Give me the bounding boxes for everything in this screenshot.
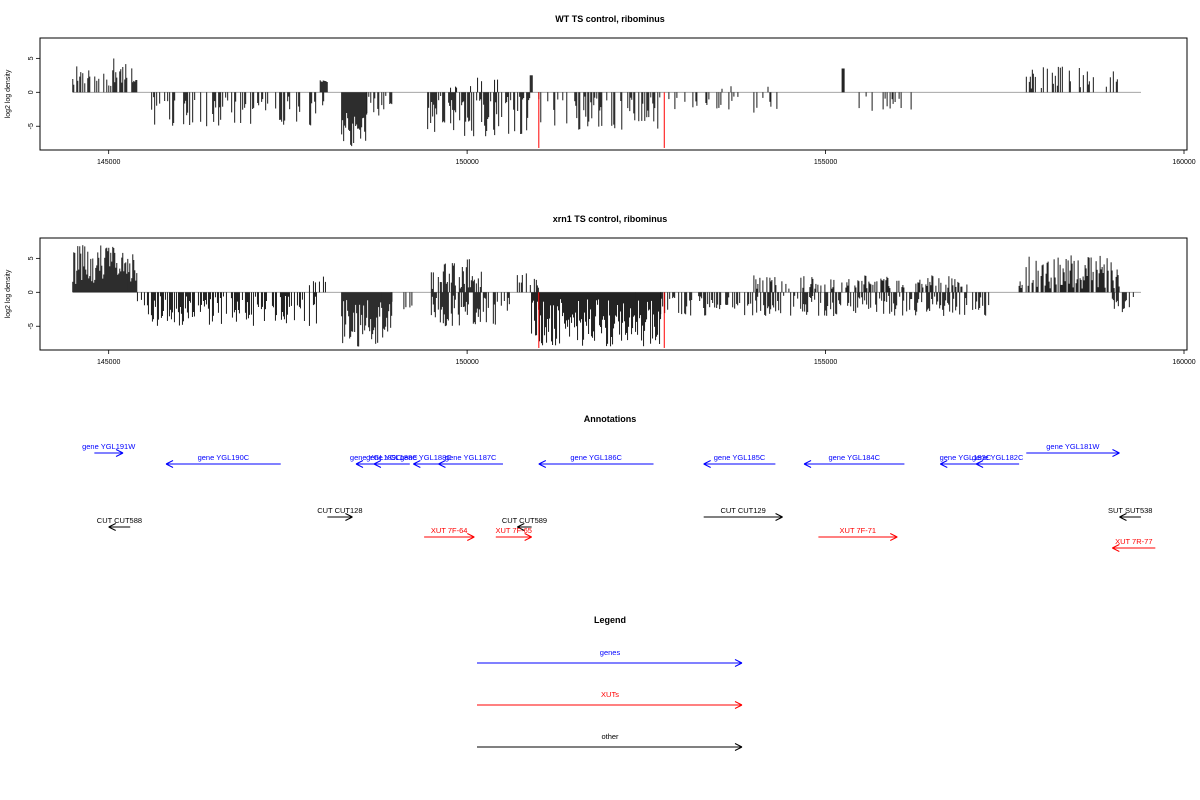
panel-xrn1-xtick-label: 155000 [814, 359, 837, 366]
panel-wt-frame [39, 37, 1188, 151]
legend-label-XUTs: XUTs [601, 690, 619, 699]
panel-wt-xtick-label: 145000 [97, 159, 120, 166]
annotation-arrow-other [703, 513, 783, 521]
panel-wt-title: WT TS control, ribominus [555, 14, 665, 24]
annotation-arrow-gene [373, 460, 410, 468]
annotation-label-xut: XUT 7F-64 [431, 526, 468, 535]
annotation-arrow-gene [165, 460, 281, 468]
annotation-arrow-xut [1112, 544, 1156, 552]
annotation-label-gene: gene YGL186C [570, 453, 622, 462]
annotation-arrow-gene [1026, 449, 1120, 457]
panel-wt-ylabel: log2 log density [5, 69, 12, 118]
legend: Legend genes XUTs other [477, 615, 743, 751]
annotation-arrow-other [108, 523, 131, 531]
annotation-arrow-gene [413, 460, 439, 468]
annotation-label-gene: gene YGL188C [400, 453, 452, 462]
panel-xrn1: xrn1 TS control, ribominus log2 log dens… [5, 214, 1196, 366]
panel-xrn1-frame [39, 237, 1188, 351]
annotation-label-gene: gene YGL181W [1046, 442, 1100, 451]
annotation-arrow-gene [538, 460, 654, 468]
panel-xrn1-axes: 145000 150000 155000 160000 -5 0 5 [28, 256, 1196, 366]
panel-xrn1-ylabel: log2 log density [5, 269, 12, 318]
panel-wt-xtick-label: 155000 [814, 159, 837, 166]
annotation-label-xut: XUT 7F-71 [840, 526, 877, 535]
annotation-arrow-gene [703, 460, 776, 468]
panel-xrn1-title: xrn1 TS control, ribominus [553, 214, 668, 224]
annotation-label-gene: gene YGL188C [366, 453, 418, 462]
panel-wt-ytick-label: -5 [28, 123, 35, 129]
panel-wt: WT TS control, ribominus log2 log densit… [5, 14, 1196, 166]
panel-wt-ytick-label: 0 [28, 90, 35, 94]
annotation-arrow-xut [818, 533, 898, 541]
annotation-arrow-other [1119, 513, 1141, 521]
legend-arrow-XUTs [477, 701, 743, 709]
annotation-label-xut: XUT 7F-65 [495, 526, 532, 535]
panel-wt-ytick-label: 5 [28, 56, 35, 60]
annotation-label-gene: gene YGL185C [714, 453, 766, 462]
annotation-label-gene: gene YGL183C [940, 453, 992, 462]
panel-xrn1-xtick-label: 160000 [1172, 359, 1195, 366]
annotation-arrow-other [327, 513, 353, 521]
legend-title: Legend [594, 615, 626, 625]
annotations-panel: Annotations gene YGL191W gene YGL190C gene… [82, 414, 1156, 552]
annotation-arrow-xut [424, 533, 475, 541]
legend-label-other: other [601, 732, 619, 741]
annotation-arrow-xut [495, 533, 532, 541]
panel-xrn1-ytick-label: 5 [28, 256, 35, 260]
panel-xrn1-ytick-label: -5 [28, 323, 35, 329]
annotation-label-other: SUT SUT538 [1108, 506, 1152, 515]
annotation-label-other: CUT CUT128 [317, 506, 362, 515]
annotation-arrow-gene [94, 449, 124, 457]
annotation-arrow-gene [438, 460, 503, 468]
annotation-label-gene: gene YGL182C [972, 453, 1024, 462]
legend-items: genes XUTs other [477, 648, 743, 751]
legend-label-genes: genes [600, 648, 621, 657]
panel-wt-xtick-label: 160000 [1172, 159, 1195, 166]
panel-wt-xtick-label: 150000 [455, 159, 478, 166]
annotation-label-xut: XUT 7R-77 [1115, 537, 1152, 546]
annotation-label-gene: gene YGL190C [198, 453, 250, 462]
annotation-label-other: CUT CUT129 [720, 506, 765, 515]
annotations-title: Annotations [584, 414, 637, 424]
panel-xrn1-ytick-label: 0 [28, 290, 35, 294]
panel-xrn1-xtick-label: 150000 [455, 359, 478, 366]
annotation-label-other: CUT CUT589 [502, 516, 547, 525]
annotation-label-gene: gene YGL184C [828, 453, 880, 462]
panel-xrn1-xtick-label: 145000 [97, 359, 120, 366]
annotation-label-gene: gene YGL191W [82, 442, 136, 451]
legend-arrow-genes [477, 659, 743, 667]
panel-wt-axes: 145000 150000 155000 160000 -5 0 5 [28, 56, 1196, 166]
panel-xrn1-bars [72, 245, 1141, 348]
annotation-label-gene: gene YGL189C [350, 453, 402, 462]
panel-wt-bars [72, 58, 1141, 148]
legend-arrow-other [477, 743, 743, 751]
annotation-label-other: CUT CUT588 [97, 516, 142, 525]
annotation-arrow-other [517, 523, 532, 531]
annotation-label-gene: gene YGL187C [445, 453, 497, 462]
annotation-arrow-gene [803, 460, 905, 468]
annotation-arrow-gene [975, 460, 1020, 468]
